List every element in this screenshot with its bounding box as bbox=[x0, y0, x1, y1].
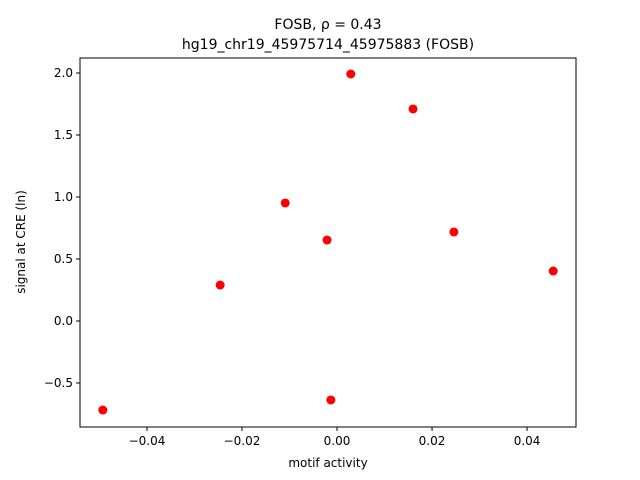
x-tick-label: 0.04 bbox=[514, 434, 541, 448]
point bbox=[280, 198, 290, 208]
y-tick-label: 1.0 bbox=[54, 190, 73, 204]
x-tick-label: −0.04 bbox=[129, 434, 166, 448]
chart-title: FOSB, ρ = 0.43 bbox=[274, 17, 381, 33]
y-tick-label: 1.5 bbox=[54, 128, 73, 142]
x-axis-label: motif activity bbox=[288, 456, 367, 470]
point bbox=[346, 69, 356, 79]
x-tick-label: 0.02 bbox=[419, 434, 446, 448]
point bbox=[322, 235, 332, 245]
point bbox=[548, 266, 558, 276]
y-tick-label: 2.0 bbox=[54, 66, 73, 80]
point bbox=[215, 280, 225, 290]
point bbox=[326, 395, 336, 405]
y-tick-label: 0.0 bbox=[54, 314, 73, 328]
plot-frame bbox=[79, 57, 577, 428]
point bbox=[449, 227, 459, 237]
chart-subtitle: hg19_chr19_45975714_45975883 (FOSB) bbox=[182, 37, 474, 53]
x-tick-label: −0.02 bbox=[224, 434, 261, 448]
point bbox=[98, 405, 108, 415]
y-tick-label: −0.5 bbox=[44, 376, 73, 390]
y-axis-label: signal at CRE (ln) bbox=[14, 190, 28, 294]
y-tick-label: 0.5 bbox=[54, 252, 73, 266]
point bbox=[408, 104, 418, 114]
x-tick-label: 0.00 bbox=[324, 434, 351, 448]
